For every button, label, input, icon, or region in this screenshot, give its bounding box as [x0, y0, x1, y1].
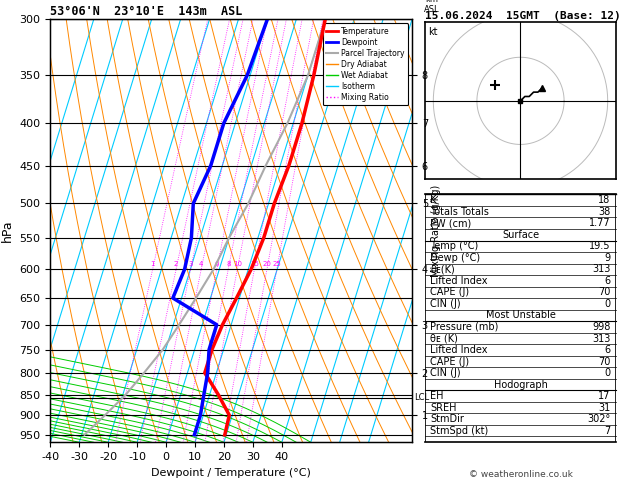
Legend: Temperature, Dewpoint, Parcel Trajectory, Dry Adiabat, Wet Adiabat, Isotherm, Mi: Temperature, Dewpoint, Parcel Trajectory… — [323, 23, 408, 105]
X-axis label: Dewpoint / Temperature (°C): Dewpoint / Temperature (°C) — [151, 468, 311, 478]
Text: 10: 10 — [233, 261, 242, 267]
Text: km
ASL: km ASL — [424, 0, 440, 15]
Text: Lifted Index: Lifted Index — [430, 345, 488, 355]
Text: StmSpd (kt): StmSpd (kt) — [430, 426, 489, 436]
Text: 9: 9 — [604, 253, 611, 263]
Text: 0: 0 — [604, 368, 611, 378]
Text: 6: 6 — [604, 345, 611, 355]
Text: 1.77: 1.77 — [589, 218, 611, 228]
Text: 20: 20 — [262, 261, 271, 267]
Text: 38: 38 — [598, 207, 611, 217]
Text: 15.06.2024  15GMT  (Base: 12): 15.06.2024 15GMT (Base: 12) — [425, 11, 620, 21]
Y-axis label: Mixing Ratio (g/kg): Mixing Ratio (g/kg) — [431, 185, 441, 277]
Text: 6: 6 — [214, 261, 219, 267]
Text: 15: 15 — [250, 261, 259, 267]
Text: θᴇ(K): θᴇ(K) — [430, 264, 455, 274]
Text: 17: 17 — [598, 391, 611, 401]
Text: 1: 1 — [150, 261, 155, 267]
Text: Lifted Index: Lifted Index — [430, 276, 488, 286]
Text: 3: 3 — [188, 261, 193, 267]
Text: Pressure (mb): Pressure (mb) — [430, 322, 499, 332]
Text: Dewp (°C): Dewp (°C) — [430, 253, 481, 263]
Text: CIN (J): CIN (J) — [430, 299, 461, 309]
Text: 313: 313 — [593, 333, 611, 344]
Text: CAPE (J): CAPE (J) — [430, 287, 469, 297]
Text: 4: 4 — [199, 261, 203, 267]
Text: 302°: 302° — [587, 414, 611, 424]
Text: 8: 8 — [226, 261, 230, 267]
Text: 2: 2 — [174, 261, 178, 267]
Text: PW (cm): PW (cm) — [430, 218, 472, 228]
Text: 6: 6 — [604, 276, 611, 286]
Text: LCL: LCL — [415, 393, 430, 402]
Text: 19.5: 19.5 — [589, 241, 611, 251]
Text: Totals Totals: Totals Totals — [430, 207, 489, 217]
Text: 31: 31 — [598, 403, 611, 413]
Text: CAPE (J): CAPE (J) — [430, 357, 469, 366]
Text: 53°06'N  23°10'E  143m  ASL: 53°06'N 23°10'E 143m ASL — [50, 5, 243, 18]
Text: 998: 998 — [593, 322, 611, 332]
Text: K: K — [430, 195, 437, 205]
Text: θᴇ (K): θᴇ (K) — [430, 333, 458, 344]
Text: kt: kt — [428, 27, 438, 37]
Text: 25: 25 — [272, 261, 281, 267]
Text: Hodograph: Hodograph — [494, 380, 547, 390]
Text: © weatheronline.co.uk: © weatheronline.co.uk — [469, 469, 572, 479]
Text: Most Unstable: Most Unstable — [486, 311, 555, 320]
Text: Surface: Surface — [502, 230, 539, 240]
Text: 70: 70 — [598, 357, 611, 366]
Text: 18: 18 — [598, 195, 611, 205]
Text: 313: 313 — [593, 264, 611, 274]
Text: 0: 0 — [604, 299, 611, 309]
Text: 70: 70 — [598, 287, 611, 297]
Text: 7: 7 — [604, 426, 611, 436]
Text: SREH: SREH — [430, 403, 457, 413]
Text: CIN (J): CIN (J) — [430, 368, 461, 378]
Text: StmDir: StmDir — [430, 414, 464, 424]
Text: EH: EH — [430, 391, 444, 401]
Y-axis label: hPa: hPa — [1, 220, 14, 242]
Text: Temp (°C): Temp (°C) — [430, 241, 479, 251]
